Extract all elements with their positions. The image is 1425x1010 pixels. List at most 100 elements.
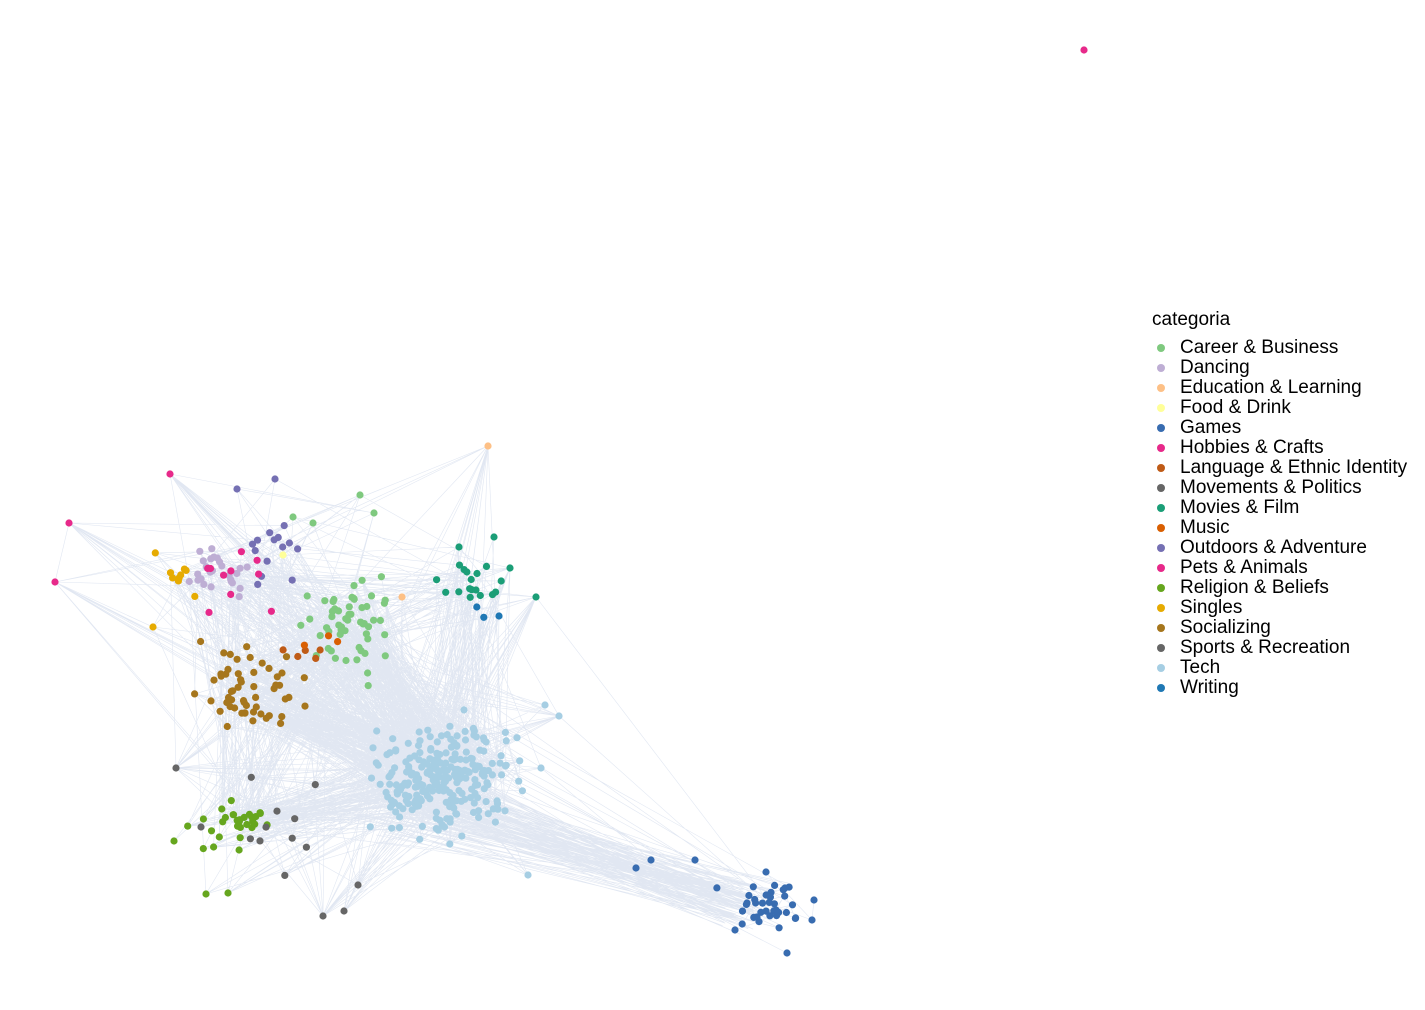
graph-node <box>358 576 366 584</box>
graph-node <box>502 737 510 745</box>
graph-node <box>471 781 479 789</box>
legend-label: Movies & Film <box>1180 497 1300 518</box>
graph-node <box>282 653 291 661</box>
graph-node <box>810 896 818 904</box>
graph-node <box>755 918 763 926</box>
graph-node <box>446 840 454 848</box>
graph-node <box>294 652 302 661</box>
graph-node <box>223 722 231 731</box>
graph-node <box>435 786 443 795</box>
graph-node <box>469 808 478 817</box>
graph-node <box>738 920 746 928</box>
graph-node <box>463 767 471 776</box>
legend-label: Movements & Politics <box>1180 477 1362 498</box>
graph-node <box>418 822 426 831</box>
legend-swatch <box>1157 584 1165 592</box>
graph-node <box>398 593 406 601</box>
graph-node <box>427 745 435 753</box>
graph-node <box>367 592 376 600</box>
graph-node <box>374 761 382 769</box>
graph-node <box>370 509 378 517</box>
graph-node <box>495 612 503 620</box>
graph-node <box>217 670 225 678</box>
graph-node <box>480 736 488 744</box>
graph-node <box>762 907 770 915</box>
graph-node <box>493 797 501 805</box>
legend-swatch <box>1157 404 1165 412</box>
graph-node <box>174 577 182 585</box>
graph-node <box>250 683 258 691</box>
legend-item: Games <box>1152 418 1422 438</box>
graph-node <box>323 624 331 632</box>
graph-node <box>484 442 492 450</box>
graph-node <box>452 797 461 805</box>
graph-node <box>468 755 476 763</box>
graph-node <box>497 577 505 585</box>
graph-node <box>216 707 224 715</box>
graph-node <box>218 562 226 570</box>
graph-node <box>515 777 523 785</box>
graph-node <box>319 912 327 920</box>
graph-node <box>383 751 391 759</box>
graph-node <box>170 837 178 845</box>
graph-node <box>475 813 483 822</box>
graph-node <box>443 815 451 823</box>
graph-node <box>253 556 261 564</box>
graph-node <box>491 818 499 826</box>
graph-node <box>321 597 329 605</box>
graph-node <box>213 554 221 562</box>
legend-item: Language & Ethnic Identity <box>1152 458 1422 478</box>
graph-node <box>473 569 481 578</box>
legend-swatch <box>1157 464 1165 472</box>
graph-node <box>278 669 286 677</box>
graph-node <box>330 595 338 604</box>
graph-node <box>423 760 431 768</box>
graph-node <box>442 759 450 767</box>
graph-node <box>237 678 245 686</box>
graph-node <box>223 698 231 707</box>
graph-node <box>342 656 350 665</box>
graph-node <box>450 804 458 812</box>
graph-node <box>224 889 232 897</box>
graph-node <box>788 901 797 909</box>
graph-node <box>389 735 397 743</box>
graph-node <box>458 832 466 840</box>
graph-node <box>196 547 204 555</box>
graph-node <box>300 641 308 649</box>
graph-node <box>360 620 368 628</box>
graph-node <box>238 709 246 717</box>
graph-node <box>404 739 412 747</box>
graph-node <box>455 588 463 596</box>
graph-node <box>246 835 254 843</box>
graph-node <box>235 593 243 601</box>
graph-node <box>285 693 293 702</box>
legend-items: Career & Business Dancing Education & Lear… <box>1152 338 1422 698</box>
graph-node <box>453 732 461 740</box>
graph-node <box>256 809 264 817</box>
graph-node <box>432 781 440 789</box>
graph-node <box>207 827 216 835</box>
graph-node <box>437 759 445 767</box>
graph-node <box>65 519 73 527</box>
graph-node <box>762 868 770 876</box>
graph-node <box>749 883 757 891</box>
network-graph-canvas <box>51 46 1088 957</box>
graph-node <box>437 732 446 740</box>
graph-node <box>262 714 270 722</box>
graph-node <box>233 569 241 578</box>
graph-node <box>781 892 789 900</box>
graph-node <box>476 591 484 600</box>
graph-node <box>453 741 461 750</box>
graph-node <box>488 759 496 768</box>
graph-node <box>265 664 273 673</box>
graph-node <box>199 845 207 853</box>
graph-node <box>484 781 492 789</box>
legend-swatch <box>1157 344 1165 352</box>
graph-node <box>386 780 394 788</box>
graph-node <box>215 833 223 841</box>
graph-node <box>466 585 474 593</box>
legend-label: Dancing <box>1180 357 1250 378</box>
graph-node <box>455 543 463 551</box>
graph-node <box>758 899 767 907</box>
graph-node <box>462 774 470 782</box>
